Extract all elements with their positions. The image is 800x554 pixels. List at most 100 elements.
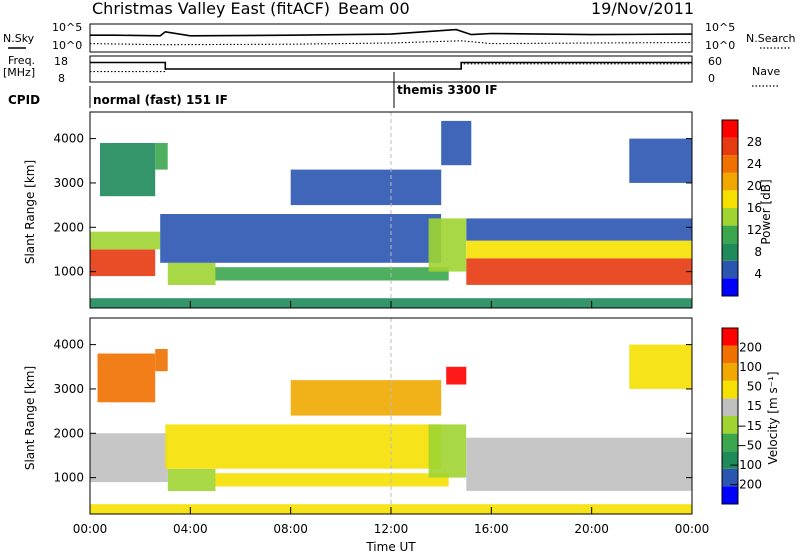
- frequency-series-group: [90, 61, 692, 73]
- y-tick-label-3: 4000: [53, 338, 84, 352]
- scatter-region-8: [446, 366, 467, 385]
- x-axis-label: Time UT: [365, 540, 416, 554]
- noise-panel: N.Sky 10^5 10^0 10^5 10^0 N.Search: [3, 21, 796, 53]
- scatter-region-0: [90, 249, 156, 277]
- freq-tick-bottom: 8: [58, 72, 65, 85]
- scatter-region-9: [441, 120, 472, 166]
- colorbar-swatch-2: [722, 451, 738, 469]
- y-tick-label-1: 2000: [53, 426, 84, 440]
- colorbar-swatch-8: [722, 345, 738, 364]
- nsky-label: N.Sky: [3, 32, 35, 45]
- freq-label-2: [MHz]: [3, 66, 35, 79]
- scatter-region-11: [466, 240, 693, 259]
- nsky-tick-top: 10^5: [52, 21, 82, 34]
- scatter-region-0: [90, 433, 168, 483]
- frequency-panel: Freq. [MHz] 18 8 60 0 Nave: [3, 54, 780, 87]
- scatter-region-2: [155, 349, 168, 372]
- power-plot-area: [90, 112, 693, 308]
- x-tick-label-4: 16:00: [474, 522, 509, 536]
- scatter-region-10: [629, 344, 692, 389]
- scatter-region-9: [466, 437, 693, 491]
- colorbar-swatch-7: [722, 155, 738, 173]
- scatter-region-3: [155, 143, 168, 170]
- power-y-label: Slant Range [km]: [23, 160, 37, 264]
- scatter-region-6: [290, 380, 442, 416]
- colorbar-tick-3: 15: [747, 399, 762, 413]
- colorbar-tick-5: 24: [747, 157, 762, 171]
- colorbar-swatch-7: [722, 363, 738, 381]
- series-line-1: [89, 40, 693, 46]
- freq-label-1: Freq.: [8, 54, 35, 67]
- scatter-region-4: [165, 424, 442, 469]
- velocity-y-ticks: 1000 2000 3000 4000: [53, 338, 692, 485]
- velocity-panel: 1000 2000 3000 4000 Slant Range [km] 200 100…: [23, 317, 780, 515]
- colorbar-swatch-6: [722, 172, 738, 191]
- scatter-region-6: [215, 267, 449, 281]
- power-y-ticks: 1000 2000 3000 4000: [53, 132, 692, 279]
- colorbar-swatch-8: [722, 137, 738, 156]
- freq-tick-top: 18: [54, 55, 68, 68]
- nsearch-tick-top: 10^5: [705, 21, 735, 34]
- x-tick-label-5: 20:00: [574, 522, 609, 536]
- scatter-region-2: [100, 143, 156, 197]
- velocity-colorbar: 200 100 50 15 −15 −50 −100 −200: [721, 327, 762, 505]
- colorbar-swatch-0: [722, 486, 738, 504]
- scatter-region-7: [428, 424, 467, 478]
- colorbar-frame: [721, 327, 739, 505]
- colorbar-tick-2: 12: [747, 223, 762, 237]
- cpid-row: CPID normal (fast) 151 IF themis 3300 IF: [8, 72, 498, 108]
- colorbar-tick-6: −100: [729, 458, 762, 472]
- x-tick-label-2: 08:00: [273, 522, 308, 536]
- scatter-region-1: [97, 353, 156, 403]
- colorbar-swatch-2: [722, 243, 738, 261]
- colorbar-tick-6: 28: [747, 135, 762, 149]
- time-x-ticks: 00:00 04:00 08:00 12:00 16:00 20:00 00:00: [73, 301, 709, 536]
- noise-series-group: [89, 28, 693, 46]
- scatter-region-10: [466, 258, 693, 285]
- scatter-region-8: [428, 218, 467, 272]
- y-tick-label-2: 3000: [53, 382, 84, 396]
- y-tick-label-3: 4000: [53, 132, 84, 146]
- colorbar-tick-4: 20: [747, 179, 762, 193]
- scatter-region-7: [290, 169, 442, 206]
- colorbar-swatch-5: [722, 190, 738, 208]
- velocity-plot-area: [90, 318, 693, 514]
- colorbar-swatch-1: [722, 260, 738, 279]
- y-tick-label-1: 2000: [53, 220, 84, 234]
- power-panel: 1000 2000 3000 4000 Slant Range [km] 4 8 12 16…: [23, 111, 773, 309]
- date-label: 19/Nov/2011: [591, 0, 694, 18]
- beam-label: Beam 00: [338, 0, 410, 18]
- series-line-1: [90, 63, 692, 73]
- series-line-0: [90, 61, 692, 70]
- nsearch-tick-bottom: 10^0: [705, 39, 735, 52]
- y-tick-label-2: 3000: [53, 176, 84, 190]
- colorbar-swatch-5: [722, 398, 738, 416]
- power-colorbar: 4 8 12 16 20 24 28: [721, 119, 762, 297]
- colorbar-tick-7: −200: [729, 477, 762, 491]
- cpid-segment-1: normal (fast) 151 IF: [93, 93, 228, 107]
- x-tick-label-1: 04:00: [173, 522, 208, 536]
- nave-tick-bottom: 0: [708, 72, 715, 85]
- scatter-region-4: [167, 262, 216, 285]
- cpid-label: CPID: [8, 93, 40, 107]
- colorbar-tick-0: 200: [739, 341, 762, 355]
- colorbar-swatch-4: [722, 208, 738, 226]
- colorbar-swatch-9: [722, 120, 738, 138]
- colorbar-tick-3: 16: [747, 201, 762, 215]
- nsky-tick-bottom: 10^0: [52, 39, 82, 52]
- colorbar-tick-1: 8: [754, 245, 762, 259]
- power-colorbar-label: Power [dB]: [759, 179, 773, 244]
- figure-title: Christmas Valley East (fitACF): [92, 0, 330, 18]
- colorbar-swatch-3: [722, 433, 738, 452]
- scatter-region-12: [466, 218, 693, 241]
- noise-panel-frame: [89, 23, 693, 53]
- x-tick-label-0: 00:00: [73, 522, 108, 536]
- colorbar-swatch-9: [722, 328, 738, 346]
- colorbar-swatch-6: [722, 380, 738, 399]
- y-tick-label-0: 1000: [53, 265, 84, 279]
- velocity-y-label: Slant Range [km]: [23, 366, 37, 470]
- colorbar-tick-4: −15: [737, 419, 762, 433]
- scatter-region-3: [167, 468, 216, 491]
- colorbar-frame: [721, 119, 739, 297]
